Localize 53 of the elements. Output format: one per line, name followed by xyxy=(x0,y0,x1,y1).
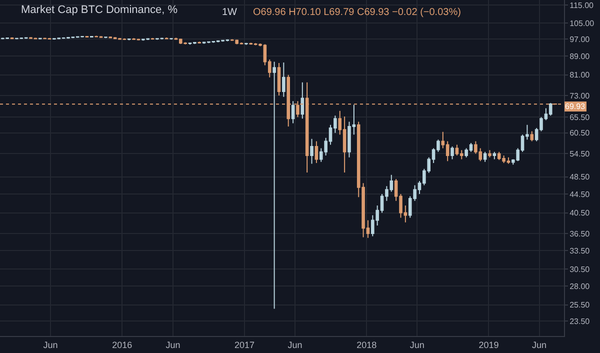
y-tick-label: 54.50 xyxy=(570,149,590,158)
x-tick-label: 2019 xyxy=(478,340,499,350)
candlestick xyxy=(272,61,276,310)
candlestick xyxy=(291,100,295,124)
x-tick-label: Jun xyxy=(43,340,58,350)
candlestick xyxy=(548,102,552,116)
x-tick-label: Jun xyxy=(410,340,424,350)
candlestick xyxy=(450,146,454,160)
x-tick-label: 2017 xyxy=(234,340,255,350)
candlestick xyxy=(310,138,314,164)
x-tick-label: Jun xyxy=(166,340,180,350)
candlestick xyxy=(38,37,42,40)
candlestick xyxy=(488,150,492,158)
y-tick-label: 81.00 xyxy=(570,70,590,80)
candlestick xyxy=(104,36,108,39)
candlestick xyxy=(282,62,286,98)
candlestick xyxy=(492,151,496,160)
chart-title: Market Cap BTC Dominance, % xyxy=(21,4,178,16)
y-tick-label: 48.50 xyxy=(570,172,590,182)
y-tick-label: 97.00 xyxy=(570,34,590,44)
y-tick-label: 60.50 xyxy=(570,128,590,138)
candlestick xyxy=(170,37,173,40)
candlestick xyxy=(277,62,281,96)
y-tick-label: 33.50 xyxy=(570,246,590,256)
y-tick-label: 25.50 xyxy=(570,300,590,310)
x-tick-label: 2018 xyxy=(356,340,377,350)
y-tick-label: 105.00 xyxy=(570,19,595,28)
x-tick-label: Jun xyxy=(532,340,547,350)
x-tick-label: 2016 xyxy=(112,340,132,350)
y-tick-label: 73.00 xyxy=(570,91,590,100)
candlestick xyxy=(198,41,202,44)
x-tick-label: Jun xyxy=(288,340,302,350)
y-tick-label: 28.00 xyxy=(570,282,590,291)
candlestick xyxy=(127,38,131,41)
y-tick-label: 40.50 xyxy=(570,208,590,218)
candlestick xyxy=(300,82,304,120)
ref-line-label: 69.93 xyxy=(565,102,586,111)
annotation: 1W xyxy=(222,7,238,18)
y-tick-label: 30.50 xyxy=(570,264,590,274)
candlestick xyxy=(483,151,487,162)
candlestick xyxy=(314,140,318,164)
candlestick xyxy=(90,36,94,38)
y-tick-label: 89.00 xyxy=(570,52,590,61)
y-tick-label: 65.50 xyxy=(570,112,590,122)
candlestick xyxy=(249,42,253,46)
candlestick xyxy=(164,37,168,40)
y-tick-label: 36.50 xyxy=(570,229,590,238)
candlestick xyxy=(244,42,248,46)
y-tick-label: 115.00 xyxy=(570,0,594,10)
annotation: O69.96 H70.10 L69.79 C69.93 −0.02 (−0.03%) xyxy=(253,7,461,18)
y-tick-label: 23.50 xyxy=(570,316,590,326)
candlestick xyxy=(530,130,534,142)
y-tick-label: 44.50 xyxy=(570,190,590,199)
